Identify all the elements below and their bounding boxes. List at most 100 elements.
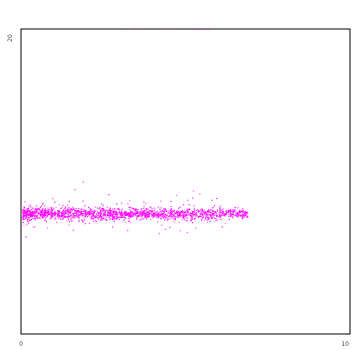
scatter-point (187, 209, 190, 211)
scatter-point (156, 212, 158, 214)
scatter-point (142, 213, 144, 215)
scatter-point (202, 210, 204, 212)
scatter-point (41, 208, 43, 210)
scatter-point (167, 218, 169, 221)
scatter-point (198, 216, 200, 218)
scatter-point (195, 213, 197, 216)
scatter-point (113, 210, 116, 212)
scatter-point (190, 214, 193, 216)
scatter-point (177, 214, 179, 216)
scatter-point (167, 210, 169, 212)
scatter-point (32, 211, 34, 213)
scatter-point (56, 221, 58, 223)
scatter-point (141, 214, 143, 216)
scatter-point (67, 214, 69, 216)
scatter-point (84, 212, 86, 214)
scatter-point (160, 211, 162, 213)
scatter-point (164, 219, 166, 221)
scatter-point (206, 210, 208, 212)
scatter-point (53, 212, 55, 214)
scatter-point (164, 29, 166, 30)
scatter-point (116, 208, 118, 210)
scatter-point (121, 211, 123, 214)
scatter-point (194, 209, 196, 212)
scatter-point (89, 211, 91, 213)
scatter-point (74, 189, 76, 191)
scatter-point (231, 210, 233, 212)
scatter-point (106, 215, 108, 217)
scatter-point (129, 208, 131, 211)
scatter-point (132, 211, 134, 213)
scatter-point (216, 210, 218, 212)
scatter-point (155, 214, 158, 216)
scatter-point (40, 214, 42, 216)
scatter-point (66, 220, 68, 222)
scatter-point (235, 215, 237, 218)
scatter-point (28, 216, 30, 219)
scatter-point (43, 210, 45, 213)
scatter-point (48, 208, 50, 210)
scatter-point (28, 222, 30, 224)
scatter-point (100, 217, 102, 220)
scatter-point (238, 210, 240, 213)
scatter-point (103, 213, 105, 215)
scatter-point (231, 212, 233, 215)
scatter-point (72, 215, 74, 217)
scatter-point (183, 216, 185, 218)
scatter-point (105, 209, 107, 211)
scatter-point (120, 214, 122, 216)
scatter-point (93, 209, 95, 212)
scatter-point (128, 220, 130, 222)
scatter-point (198, 217, 200, 219)
scatter-point (32, 212, 34, 214)
scatter-point (210, 211, 212, 213)
scatter-point (215, 220, 217, 222)
scatter-point (24, 201, 26, 203)
scatter-point (36, 208, 38, 210)
scatter-point (160, 206, 162, 208)
scatter-point (68, 212, 70, 214)
scatter-point (206, 219, 208, 221)
scatter-point (23, 206, 25, 209)
scatter-point (62, 210, 64, 212)
scatter-point (184, 219, 186, 221)
scatter-point (24, 208, 26, 210)
scatter-point (135, 215, 137, 217)
scatter-point (57, 217, 59, 219)
scatter-point (23, 224, 25, 227)
scatter-point (28, 211, 31, 213)
scatter-point (112, 214, 114, 217)
scatter-point (153, 216, 155, 218)
scatter-point (76, 212, 78, 214)
scatter-point (51, 208, 53, 210)
scatter-point (114, 218, 116, 220)
scatter-point (146, 211, 148, 213)
scatter-point (92, 213, 95, 215)
scatter-point (108, 194, 110, 196)
scatter-point (35, 208, 37, 211)
scatter-point (85, 214, 87, 216)
scatter-point (67, 213, 69, 216)
scatter-point (25, 213, 27, 216)
scatter-point (178, 214, 180, 216)
scatter-point (50, 216, 52, 218)
scatter-point (115, 214, 117, 216)
scatter-point (217, 215, 219, 218)
scatter-point (44, 205, 46, 207)
scatter-point (28, 220, 30, 222)
scatter-point (41, 216, 43, 218)
scatter-point (32, 217, 34, 219)
scatter-point (164, 208, 166, 210)
scatter-point (58, 212, 60, 214)
scatter-point (38, 212, 40, 214)
scatter-point (247, 215, 249, 217)
scatter-point (213, 214, 215, 216)
scatter-point (148, 215, 150, 217)
scatter-point (133, 208, 135, 211)
scatter-point (164, 209, 166, 211)
scatter-point (211, 216, 213, 219)
scatter-point (74, 215, 76, 217)
scatter-point (36, 205, 38, 207)
scatter-point (110, 213, 112, 215)
scatter-point (40, 205, 42, 207)
